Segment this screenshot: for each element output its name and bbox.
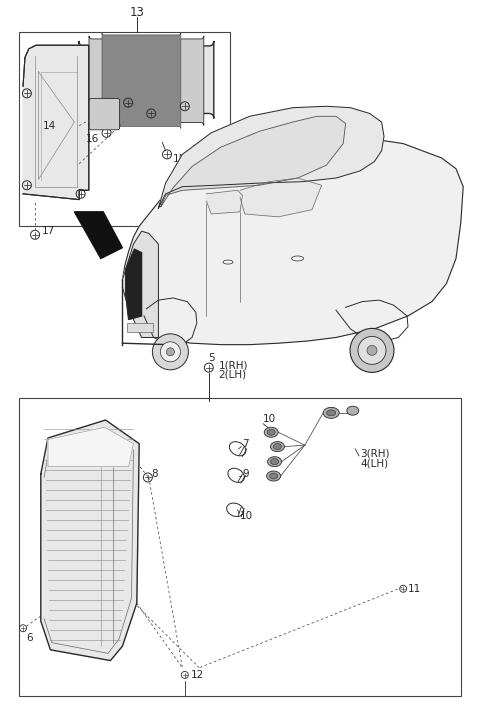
- Circle shape: [152, 334, 188, 370]
- Ellipse shape: [274, 444, 281, 449]
- FancyBboxPatch shape: [89, 98, 120, 130]
- Polygon shape: [74, 212, 122, 258]
- Text: 7: 7: [242, 439, 249, 449]
- Polygon shape: [206, 190, 242, 214]
- FancyBboxPatch shape: [79, 41, 214, 118]
- Ellipse shape: [264, 427, 278, 437]
- Text: 14: 14: [43, 121, 57, 131]
- Text: 12: 12: [191, 670, 204, 680]
- Text: 17: 17: [42, 226, 56, 236]
- Text: 8: 8: [152, 469, 158, 479]
- Ellipse shape: [271, 459, 278, 465]
- Text: 6: 6: [26, 633, 33, 643]
- Ellipse shape: [270, 442, 285, 452]
- Text: 10: 10: [263, 414, 276, 424]
- Text: 11: 11: [408, 584, 421, 594]
- Bar: [19, 398, 461, 696]
- Ellipse shape: [323, 407, 339, 419]
- FancyBboxPatch shape: [102, 33, 181, 129]
- Ellipse shape: [267, 429, 275, 435]
- Ellipse shape: [266, 471, 281, 481]
- Text: 13: 13: [130, 6, 144, 19]
- Text: 9: 9: [242, 469, 249, 479]
- Text: 5: 5: [208, 353, 215, 363]
- Text: 3(RH): 3(RH): [360, 449, 389, 459]
- Bar: [19, 32, 230, 226]
- Ellipse shape: [267, 457, 282, 467]
- Text: 4(LH): 4(LH): [360, 458, 388, 468]
- Text: 15: 15: [173, 154, 186, 164]
- Polygon shape: [23, 45, 89, 200]
- Text: 10: 10: [240, 510, 253, 521]
- FancyBboxPatch shape: [89, 36, 204, 126]
- Bar: [127, 322, 153, 332]
- Ellipse shape: [270, 473, 277, 479]
- Ellipse shape: [327, 410, 336, 416]
- Circle shape: [350, 328, 394, 373]
- Ellipse shape: [347, 406, 359, 415]
- Text: 2(LH): 2(LH): [218, 369, 247, 379]
- Polygon shape: [122, 231, 158, 337]
- Circle shape: [167, 348, 174, 356]
- Polygon shape: [161, 116, 346, 207]
- Text: 16: 16: [86, 134, 99, 144]
- Polygon shape: [240, 178, 322, 217]
- Polygon shape: [126, 249, 142, 320]
- Circle shape: [358, 337, 386, 364]
- Circle shape: [367, 345, 377, 355]
- Polygon shape: [41, 420, 139, 661]
- Text: 1(RH): 1(RH): [218, 360, 248, 370]
- Circle shape: [160, 342, 180, 362]
- Polygon shape: [48, 427, 133, 467]
- Polygon shape: [122, 138, 463, 345]
- Polygon shape: [158, 106, 384, 208]
